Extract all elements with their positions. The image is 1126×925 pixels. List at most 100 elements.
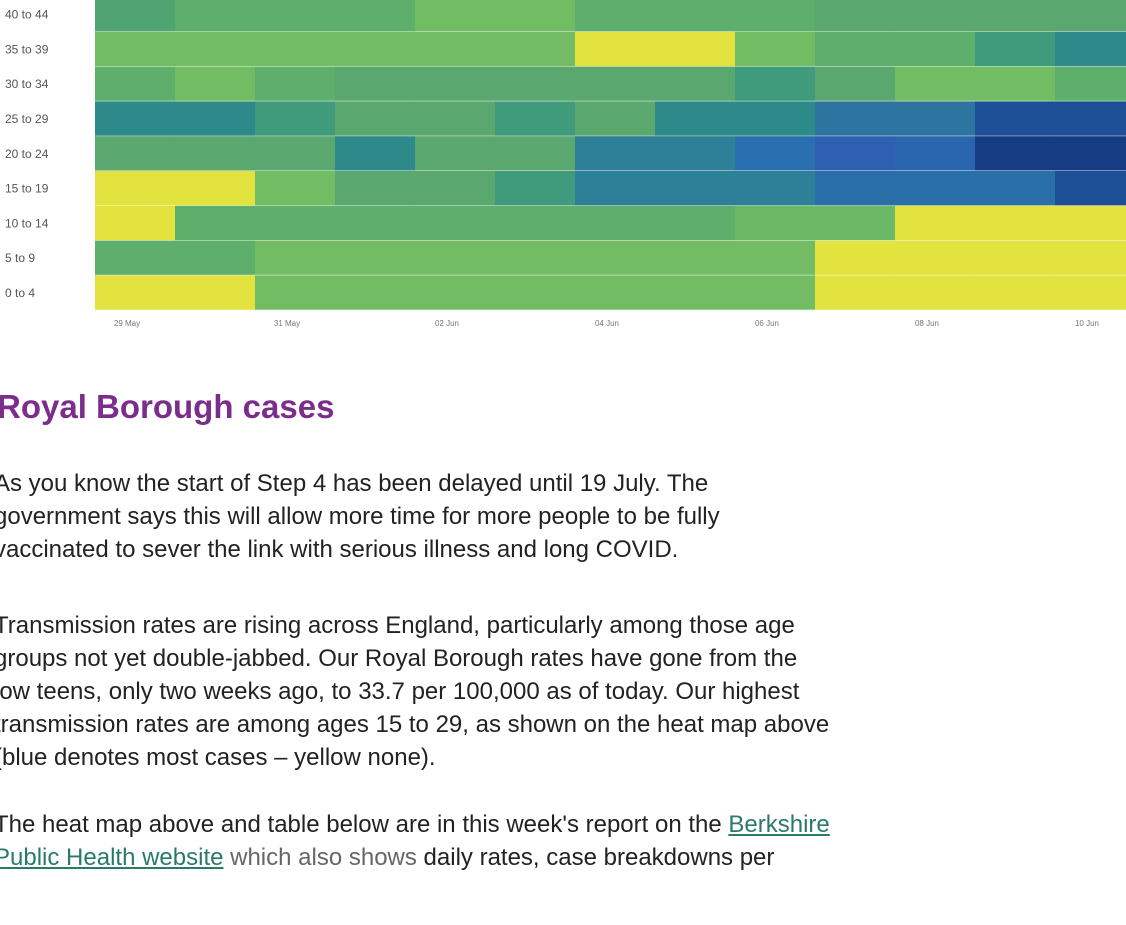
heatmap-cell xyxy=(175,205,256,241)
heatmap-cell xyxy=(735,136,816,171)
text: daily rates, case breakdowns per xyxy=(423,844,775,871)
heatmap-cell xyxy=(575,275,656,311)
heatmap-cell xyxy=(335,31,416,67)
heatmap-cell xyxy=(815,66,896,102)
row-label: 35 to 39 xyxy=(5,42,49,56)
x-tick-label: 10 Jun xyxy=(1075,319,1099,328)
row-label: 10 to 14 xyxy=(5,216,49,230)
text: Transmission rates are rising across Eng… xyxy=(0,612,795,639)
text: The heat map above and table below are i… xyxy=(0,811,729,838)
heatmap-cell xyxy=(95,136,176,171)
heatmap-cell xyxy=(255,240,336,276)
text-line: vaccinated to sever the link with seriou… xyxy=(0,533,720,566)
row-label: 0 to 4 xyxy=(5,286,35,300)
heatmap-cell xyxy=(175,275,256,311)
row-label: 30 to 34 xyxy=(5,77,49,91)
link[interactable]: Public Health website xyxy=(0,844,224,871)
heatmap-cell xyxy=(95,101,176,137)
heatmap-cell xyxy=(815,136,896,171)
paragraph: Transmission rates are rising across Eng… xyxy=(0,609,829,774)
heatmap-cell xyxy=(575,171,656,206)
heatmap-cell xyxy=(975,171,1056,206)
heatmap-cell xyxy=(975,275,1056,311)
heatmap-cell xyxy=(815,0,896,32)
text-line: (blue denotes most cases – yellow none). xyxy=(0,741,829,774)
heatmap-cell xyxy=(655,275,736,311)
text: which also shows xyxy=(223,844,424,871)
heatmap-cell xyxy=(655,101,736,137)
text: groups not yet double-jabbed. Our Royal … xyxy=(0,645,798,672)
heatmap-cell xyxy=(815,101,896,137)
heatmap-cell xyxy=(575,0,656,32)
heatmap-cell xyxy=(655,205,736,241)
row-label: 20 to 24 xyxy=(5,147,49,161)
heatmap-cell xyxy=(975,240,1056,276)
text-line: Public Health website which also shows d… xyxy=(0,841,830,874)
heatmap-cell xyxy=(95,66,176,102)
heatmap-cell xyxy=(335,101,416,137)
heatmap-cell xyxy=(895,101,976,137)
heatmap-cell xyxy=(655,66,736,102)
heatmap-cell xyxy=(575,136,656,171)
heatmap-cell xyxy=(575,31,656,67)
heatmap-cell xyxy=(815,171,896,206)
heatmap-cell xyxy=(735,0,816,32)
heatmap-cell xyxy=(655,0,736,32)
heading: Royal Borough cases xyxy=(0,388,335,425)
heatmap-cell xyxy=(895,136,976,171)
heatmap-cell xyxy=(655,31,736,67)
heatmap-cell xyxy=(175,136,256,171)
heatmap-cell xyxy=(1055,171,1126,206)
x-tick-label: 08 Jun xyxy=(915,319,939,328)
heatmap-cell xyxy=(175,66,256,102)
heatmap-cell xyxy=(735,66,816,102)
heatmap-cell xyxy=(895,240,976,276)
heatmap-cell xyxy=(95,240,176,276)
heatmap-cell xyxy=(895,275,976,311)
heatmap-cell xyxy=(175,101,256,137)
heatmap-cell xyxy=(495,171,576,206)
heatmap-cell xyxy=(255,275,336,311)
heatmap-cell xyxy=(255,136,336,171)
heatmap-cell xyxy=(415,205,496,241)
heatmap-cell xyxy=(1055,205,1126,241)
text: low teens, only two weeks ago, to 33.7 p… xyxy=(0,678,800,705)
heatmap-cell xyxy=(735,240,816,276)
heatmap-cell xyxy=(415,171,496,206)
heatmap-cell xyxy=(495,240,576,276)
heatmap-cell xyxy=(735,275,816,311)
heatmap-cell xyxy=(95,0,176,32)
heatmap-cell xyxy=(495,31,576,67)
x-tick-label: 31 May xyxy=(274,319,300,328)
heatmap-cell xyxy=(815,31,896,67)
heatmap-cell xyxy=(335,136,416,171)
link[interactable]: Berkshire xyxy=(728,811,830,838)
heatmap-cell xyxy=(655,136,736,171)
text-line: transmission rates are among ages 15 to … xyxy=(0,708,829,741)
heatmap-cell xyxy=(735,205,816,241)
heatmap-cell xyxy=(95,275,176,311)
heatmap-cell xyxy=(335,205,416,241)
heatmap-cell xyxy=(255,205,336,241)
heatmap-cell xyxy=(175,240,256,276)
heatmap-cell xyxy=(335,240,416,276)
heatmap-cell xyxy=(975,136,1056,171)
heatmap-cell xyxy=(1055,101,1126,137)
heatmap-cell xyxy=(735,171,816,206)
text: As you know the start of Step 4 has been… xyxy=(0,470,709,497)
heatmap-cell xyxy=(815,240,896,276)
heatmap-cell xyxy=(975,205,1056,241)
heatmap-cell xyxy=(255,171,336,206)
heatmap-cell xyxy=(975,66,1056,102)
heatmap-cell xyxy=(575,66,656,102)
heatmap-cell xyxy=(895,0,976,32)
x-tick-label: 06 Jun xyxy=(755,319,779,328)
heatmap-cell xyxy=(575,205,656,241)
heatmap: 40 to 44 35 to 39 30 to 34 25 to 29 20 to 24… xyxy=(5,0,1126,328)
heatmap-cell xyxy=(975,31,1056,67)
heatmap-cell xyxy=(815,275,896,311)
heatmap-cell xyxy=(1055,66,1126,102)
heatmap-cell xyxy=(1055,31,1126,67)
heatmap-cell xyxy=(575,240,656,276)
